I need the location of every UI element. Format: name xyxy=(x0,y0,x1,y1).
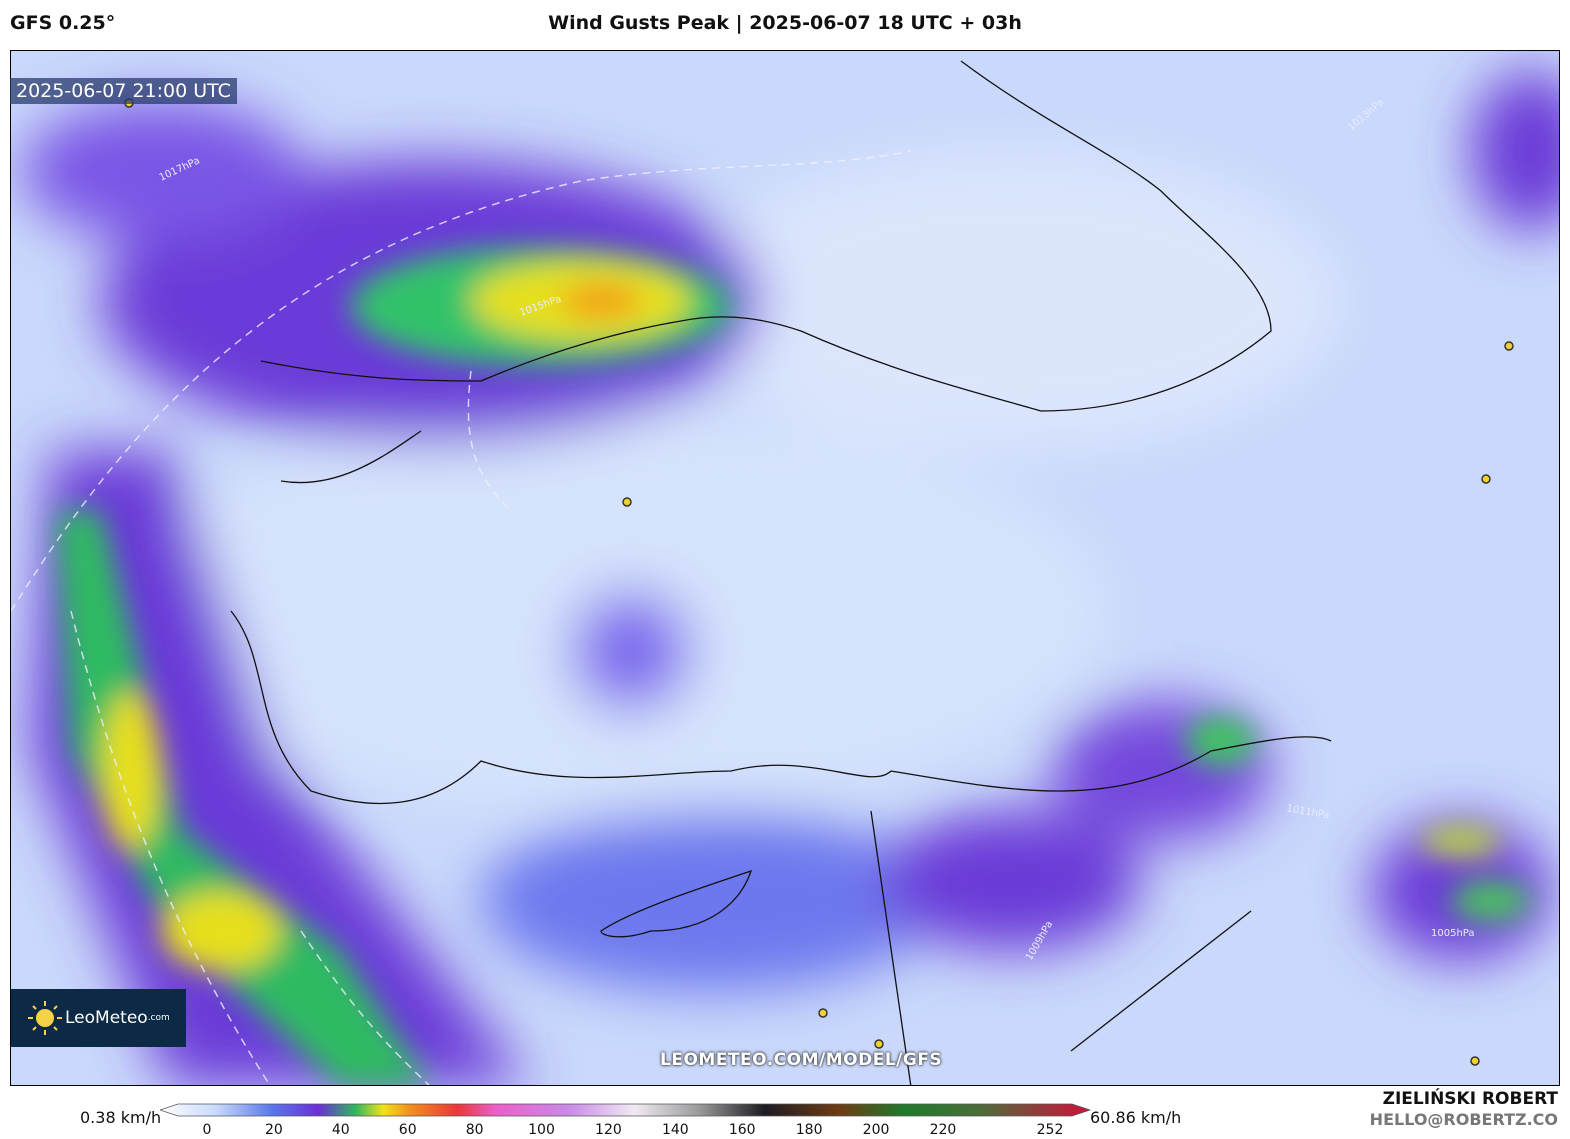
logo-sun xyxy=(28,1001,62,1035)
logo-suffix: .com xyxy=(147,1013,170,1023)
legend-max: 60.86 km/h xyxy=(1090,1108,1182,1127)
model-label: GFS 0.25° xyxy=(10,12,116,34)
watermark: LEOMETEO.COM/MODEL/GFS xyxy=(660,1050,943,1070)
colorbar-tick-label: 220 xyxy=(929,1122,957,1138)
legend-min: 0.38 km/h xyxy=(80,1108,162,1127)
colorbar-tick-label: 180 xyxy=(795,1122,823,1138)
colorbar-tick-label: 120 xyxy=(595,1122,622,1138)
author: ZIELIŃSKI ROBERT xyxy=(1382,1089,1558,1109)
map: 1017hPa 1015hPa 1013hPa 1011hPa 1009hPa 1005h… xyxy=(10,50,1560,1086)
colorbar-tick-label: 160 xyxy=(728,1122,756,1138)
colorbar-tick-label: 40 xyxy=(331,1122,350,1138)
valid-time: 2025-06-07 21:00 UTC xyxy=(10,78,237,104)
colorbar-tick-label: 20 xyxy=(264,1122,283,1138)
logo: LeoMeteo .com xyxy=(11,989,186,1047)
colorbar xyxy=(160,1103,1092,1117)
author-email: HELLO@ROBERTZ.CO xyxy=(1369,1110,1558,1129)
colorbar-tick-label: 252 xyxy=(1036,1122,1064,1138)
isobar-label: 1005hPa xyxy=(1431,928,1475,939)
colorbar-tick-label: 200 xyxy=(862,1122,890,1138)
colorbar-tick-label: 0 xyxy=(202,1122,212,1138)
colorbar-tick-label: 140 xyxy=(661,1122,689,1138)
logo-text: LeoMeteo xyxy=(65,1008,148,1028)
colorbar-tick-label: 60 xyxy=(398,1122,417,1138)
colorbar-tick-label: 80 xyxy=(465,1122,484,1138)
colorbar-tick-label: 100 xyxy=(528,1122,555,1138)
map-title: Wind Gusts Peak | 2025-06-07 18 UTC + 03… xyxy=(548,12,1022,34)
